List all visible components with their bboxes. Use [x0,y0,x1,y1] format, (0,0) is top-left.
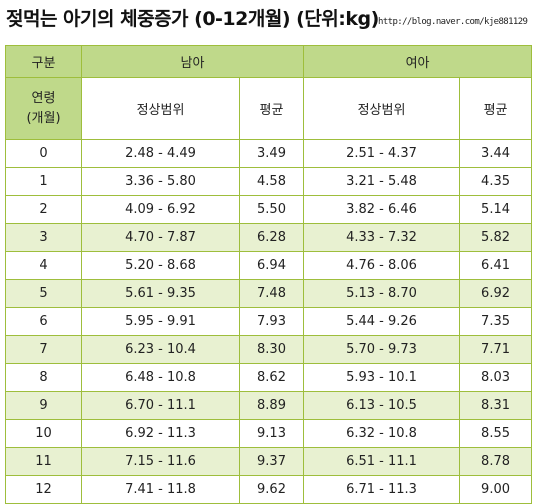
male-avg-cell: 6.94 [238,251,305,280]
age-cell: 3 [5,223,82,252]
female-avg-cell: 6.92 [459,279,533,308]
male-range-cell: 4.70 - 7.87 [81,223,240,252]
table-row: 3 4.70 - 7.87 6.28 4.33 - 7.32 5.82 [5,223,533,252]
table-subheader-row: 연령 (개월) 정상범위 평균 정상범위 평균 [5,77,533,140]
female-range-cell: 3.82 - 6.46 [303,195,461,224]
age-cell: 4 [5,251,82,280]
male-range-cell: 7.15 - 11.6 [81,447,240,476]
female-range-cell: 6.71 - 11.3 [303,475,461,504]
female-range-cell: 5.44 - 9.26 [303,307,461,336]
table-row: 1 3.36 - 5.80 4.58 3.21 - 5.48 4.35 [5,167,533,196]
male-range-cell: 5.20 - 8.68 [81,251,240,280]
table-row: 10 6.92 - 11.3 9.13 6.32 - 10.8 8.55 [5,419,533,448]
table-row: 2 4.09 - 6.92 5.50 3.82 - 6.46 5.14 [5,195,533,224]
male-range-cell: 6.23 - 10.4 [81,335,240,364]
male-avg-header: 평균 [238,77,305,140]
female-range-cell: 5.13 - 8.70 [303,279,461,308]
blog-url-watermark: http://blog.naver.com/kje881129 [378,17,528,27]
female-range-cell: 6.13 - 10.5 [303,391,461,420]
male-range-cell: 5.61 - 9.35 [81,279,240,308]
male-range-cell: 5.95 - 9.91 [81,307,240,336]
female-avg-cell: 6.41 [459,251,533,280]
female-header: 여아 [303,45,533,78]
female-avg-cell: 4.35 [459,167,533,196]
age-header: 연령 (개월) [5,77,82,140]
male-range-cell: 4.09 - 6.92 [81,195,240,224]
male-avg-cell: 9.13 [238,419,305,448]
male-avg-cell: 3.49 [238,139,305,168]
female-avg-cell: 8.31 [459,391,533,420]
female-range-cell: 2.51 - 4.37 [303,139,461,168]
female-avg-cell: 7.35 [459,307,533,336]
age-header-line1: 연령 [31,90,56,106]
female-avg-cell: 8.55 [459,419,533,448]
female-range-cell: 5.93 - 10.1 [303,363,461,392]
male-range-cell: 2.48 - 4.49 [81,139,240,168]
age-cell: 1 [5,167,82,196]
male-range-cell: 6.92 - 11.3 [81,419,240,448]
age-cell: 0 [5,139,82,168]
age-cell: 9 [5,391,82,420]
page-header: 젖먹는 아기의 체중증가 (0-12개월) (단위:kg) http://blo… [0,0,539,44]
age-header-line2: (개월) [26,110,61,126]
table-row: 5 5.61 - 9.35 7.48 5.13 - 8.70 6.92 [5,279,533,308]
table-row: 7 6.23 - 10.4 8.30 5.70 - 9.73 7.71 [5,335,533,364]
age-cell: 8 [5,363,82,392]
female-avg-cell: 8.78 [459,447,533,476]
male-avg-cell: 9.37 [238,447,305,476]
male-range-cell: 3.36 - 5.80 [81,167,240,196]
table-row: 8 6.48 - 10.8 8.62 5.93 - 10.1 8.03 [5,363,533,392]
female-range-cell: 6.32 - 10.8 [303,419,461,448]
female-avg-cell: 8.03 [459,363,533,392]
age-cell: 7 [5,335,82,364]
female-avg-cell: 7.71 [459,335,533,364]
female-range-cell: 4.76 - 8.06 [303,251,461,280]
age-cell: 5 [5,279,82,308]
male-avg-cell: 7.93 [238,307,305,336]
female-avg-cell: 3.44 [459,139,533,168]
male-avg-cell: 7.48 [238,279,305,308]
female-range-header: 정상범위 [303,77,461,140]
age-cell: 12 [5,475,82,504]
female-avg-cell: 9.00 [459,475,533,504]
male-range-cell: 6.70 - 11.1 [81,391,240,420]
age-cell: 2 [5,195,82,224]
age-cell: 10 [5,419,82,448]
age-cell: 6 [5,307,82,336]
weight-gain-table: 구분 남아 여아 연령 (개월) 정상범위 평균 정상범위 평균 0 2.48 … [5,45,533,504]
table-header-row: 구분 남아 여아 [5,45,533,78]
table-row: 9 6.70 - 11.1 8.89 6.13 - 10.5 8.31 [5,391,533,420]
table-row: 12 7.41 - 11.8 9.62 6.71 - 11.3 9.00 [5,475,533,504]
female-range-cell: 6.51 - 11.1 [303,447,461,476]
table-row: 0 2.48 - 4.49 3.49 2.51 - 4.37 3.44 [5,139,533,168]
female-avg-cell: 5.14 [459,195,533,224]
group-header: 구분 [5,45,82,78]
female-range-cell: 5.70 - 9.73 [303,335,461,364]
male-avg-cell: 4.58 [238,167,305,196]
male-avg-cell: 9.62 [238,475,305,504]
male-avg-cell: 8.89 [238,391,305,420]
male-avg-cell: 8.30 [238,335,305,364]
female-avg-header: 평균 [459,77,533,140]
male-header: 남아 [80,45,305,78]
male-avg-cell: 8.62 [238,363,305,392]
female-range-cell: 4.33 - 7.32 [303,223,461,252]
female-range-cell: 3.21 - 5.48 [303,167,461,196]
male-avg-cell: 5.50 [238,195,305,224]
male-range-cell: 7.41 - 11.8 [81,475,240,504]
male-range-cell: 6.48 - 10.8 [81,363,240,392]
table-row: 11 7.15 - 11.6 9.37 6.51 - 11.1 8.78 [5,447,533,476]
female-avg-cell: 5.82 [459,223,533,252]
male-avg-cell: 6.28 [238,223,305,252]
male-range-header: 정상범위 [81,77,240,140]
table-row: 4 5.20 - 8.68 6.94 4.76 - 8.06 6.41 [5,251,533,280]
page-title: 젖먹는 아기의 체중증가 (0-12개월) (단위:kg) [6,8,379,30]
table-row: 6 5.95 - 9.91 7.93 5.44 - 9.26 7.35 [5,307,533,336]
age-cell: 11 [5,447,82,476]
